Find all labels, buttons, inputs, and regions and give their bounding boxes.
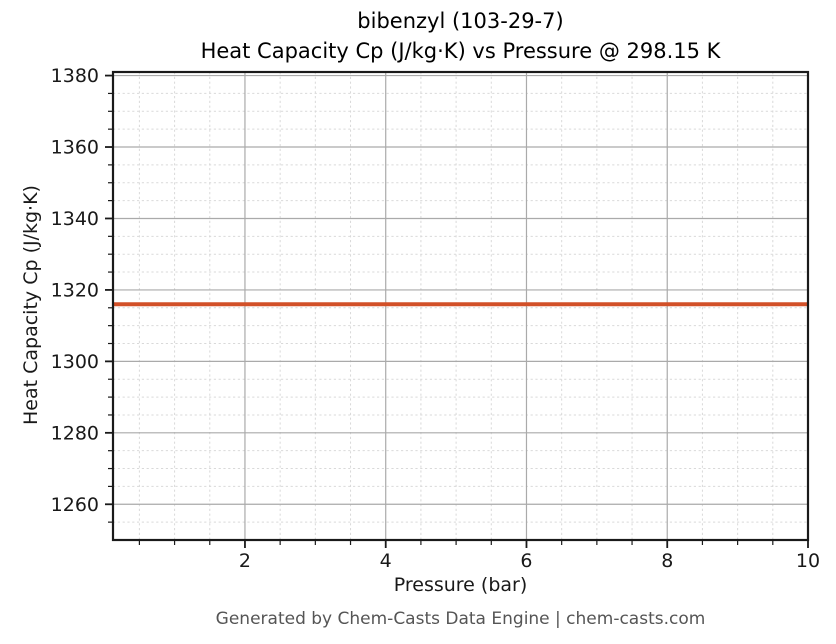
chart-title-line2: Heat Capacity Cp (J/kg·K) vs Pressure @ … (200, 38, 721, 63)
chart-title: bibenzyl (103-29-7) Heat Capacity Cp (J/… (113, 7, 808, 67)
x-axis-label: Pressure (bar) (393, 574, 528, 596)
chart-title-line1: bibenzyl (103-29-7) (357, 9, 564, 33)
x-tick-label: 2 (239, 550, 251, 572)
y-tick-label: 1360 (51, 137, 99, 159)
footer-attribution: Generated by Chem-Casts Data Engine | ch… (215, 609, 706, 629)
y-tick-label: 1300 (51, 351, 99, 373)
x-tick-label: 10 (796, 550, 820, 572)
y-tick-label: 1320 (51, 279, 99, 301)
y-tick-label: 1280 (51, 422, 99, 444)
y-tick-label: 1260 (51, 494, 99, 516)
x-tick-label: 8 (661, 550, 673, 572)
x-tick-label: 4 (380, 550, 392, 572)
y-axis-label: Heat Capacity Cp (J/kg·K) (20, 185, 42, 425)
y-tick-label: 1380 (51, 65, 99, 87)
y-tick-label: 1340 (51, 208, 99, 230)
x-tick-label: 6 (520, 550, 532, 572)
axes-frame (111, 70, 810, 542)
